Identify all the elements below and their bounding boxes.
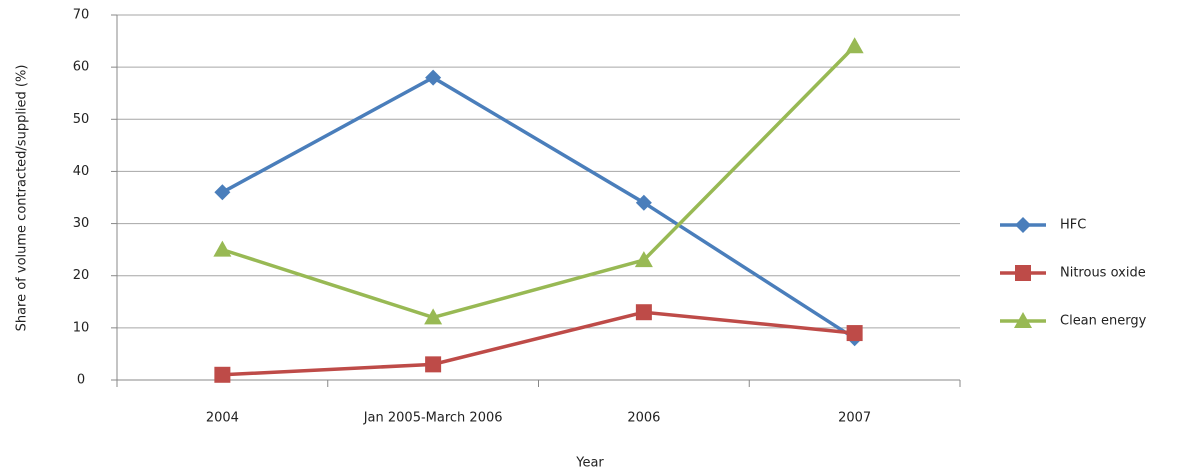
data-point — [214, 366, 231, 383]
y-axis-label: Share of volume contracted/supplied (%) — [15, 65, 30, 332]
series-line — [222, 310, 855, 377]
legend-label: Nitrous oxide — [1060, 266, 1146, 281]
x-tick-label: 2007 — [838, 411, 871, 426]
x-axis-label: Year — [575, 456, 604, 471]
y-tick-label: 0 — [77, 373, 85, 388]
series-line — [221, 45, 856, 320]
series-line — [221, 75, 856, 340]
data-point — [845, 37, 864, 54]
legend-label: HFC — [1060, 218, 1086, 233]
data-point — [846, 325, 863, 342]
y-tick-label: 20 — [73, 268, 90, 283]
data-point — [425, 69, 442, 86]
x-tick-label: 2006 — [627, 411, 660, 426]
legend-marker — [1015, 265, 1031, 281]
y-tick-label: 30 — [73, 216, 90, 231]
y-tick-label: 60 — [73, 60, 90, 75]
x-tick-label: 2004 — [206, 411, 239, 426]
data-point — [214, 184, 231, 201]
y-tick-label: 10 — [73, 320, 90, 335]
data-point — [425, 356, 442, 373]
x-tick-label: Jan 2005-March 2006 — [363, 411, 503, 426]
data-point — [635, 194, 652, 211]
y-tick-label: 40 — [73, 164, 90, 179]
legend-marker — [1015, 217, 1031, 233]
legend-marker — [1014, 312, 1032, 328]
data-point — [213, 240, 232, 257]
data-point — [634, 251, 653, 268]
data-point — [424, 308, 443, 325]
data-point — [635, 304, 652, 321]
y-tick-label: 70 — [73, 8, 90, 23]
y-tick-label: 50 — [73, 112, 90, 127]
legend-label: Clean energy — [1060, 314, 1147, 329]
